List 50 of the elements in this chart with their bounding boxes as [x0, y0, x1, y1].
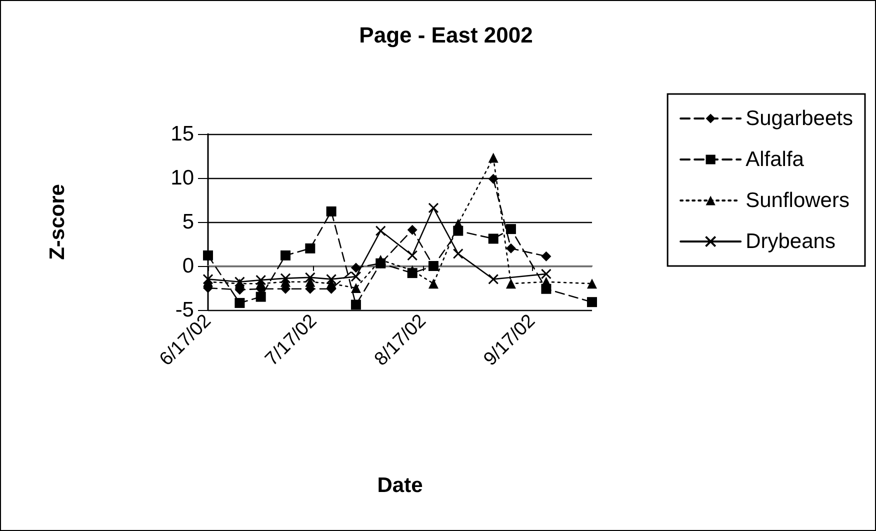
point: [506, 278, 516, 289]
point: [506, 243, 516, 254]
legend-label: Sunflowers: [746, 189, 850, 212]
point: [256, 274, 266, 286]
point: [280, 250, 291, 260]
legend-label: Sugarbeets: [746, 107, 854, 130]
point: [202, 274, 214, 284]
chart-title: Page - East 2002: [359, 22, 533, 48]
point: [407, 224, 418, 235]
point: [350, 262, 361, 273]
y-tick-label: -5: [175, 298, 194, 322]
y-tick-label: 10: [170, 166, 194, 190]
point: [428, 278, 438, 289]
point: [506, 224, 516, 234]
point: [304, 272, 316, 283]
point: [234, 298, 245, 308]
point: [350, 300, 361, 310]
y-tick-label: 5: [182, 210, 194, 234]
point: [488, 152, 498, 163]
y-tick-label: 0: [182, 254, 194, 278]
point: [587, 278, 597, 289]
point: [375, 226, 386, 236]
point: [541, 276, 552, 287]
point: [488, 234, 498, 244]
x-axis-title: Date: [377, 474, 423, 497]
legend-label: Alfalfa: [746, 148, 804, 171]
point: [407, 265, 418, 276]
point: [350, 271, 362, 282]
point: [280, 273, 291, 284]
legend-label: Drybeans: [746, 230, 836, 253]
point: [280, 276, 291, 287]
point: [203, 250, 213, 260]
point: [453, 218, 464, 229]
y-tick-label: 15: [170, 122, 194, 146]
point: [488, 174, 498, 184]
point: [488, 274, 499, 284]
point: [587, 297, 597, 308]
point: [541, 251, 552, 262]
point: [428, 202, 439, 214]
point: [428, 261, 438, 271]
point: [256, 292, 266, 302]
y-axis-title: Z-score: [46, 184, 69, 260]
point: [407, 250, 418, 261]
point: [452, 248, 464, 259]
point: [326, 274, 337, 284]
point: [305, 243, 316, 254]
point: [326, 278, 336, 289]
point: [326, 206, 336, 216]
point: [540, 268, 552, 280]
point: [350, 283, 361, 293]
